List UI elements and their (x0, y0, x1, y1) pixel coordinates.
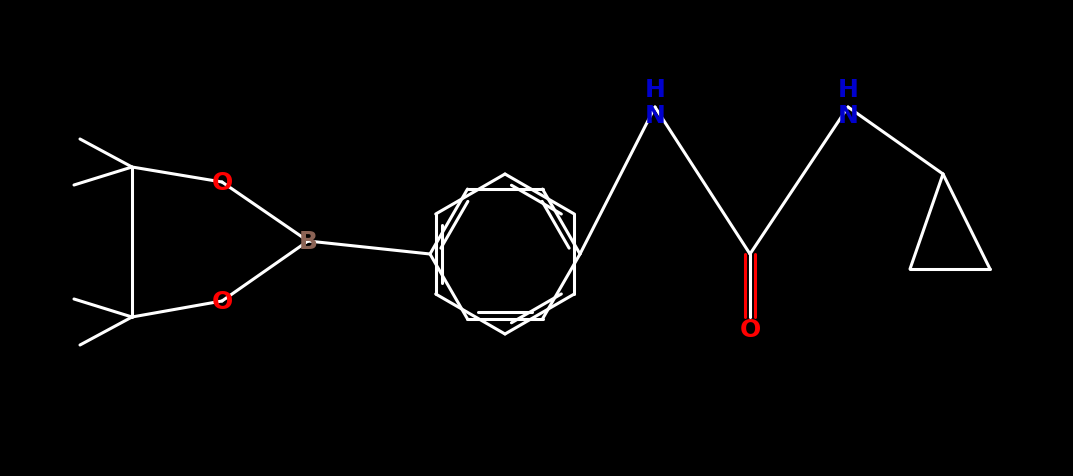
Text: O: O (739, 317, 761, 341)
Text: O: O (211, 170, 233, 195)
Text: B: B (298, 229, 318, 253)
Text: H: H (645, 78, 665, 102)
Text: O: O (211, 289, 233, 313)
Text: H: H (838, 78, 858, 102)
Text: N: N (838, 104, 858, 128)
Text: N: N (645, 104, 665, 128)
